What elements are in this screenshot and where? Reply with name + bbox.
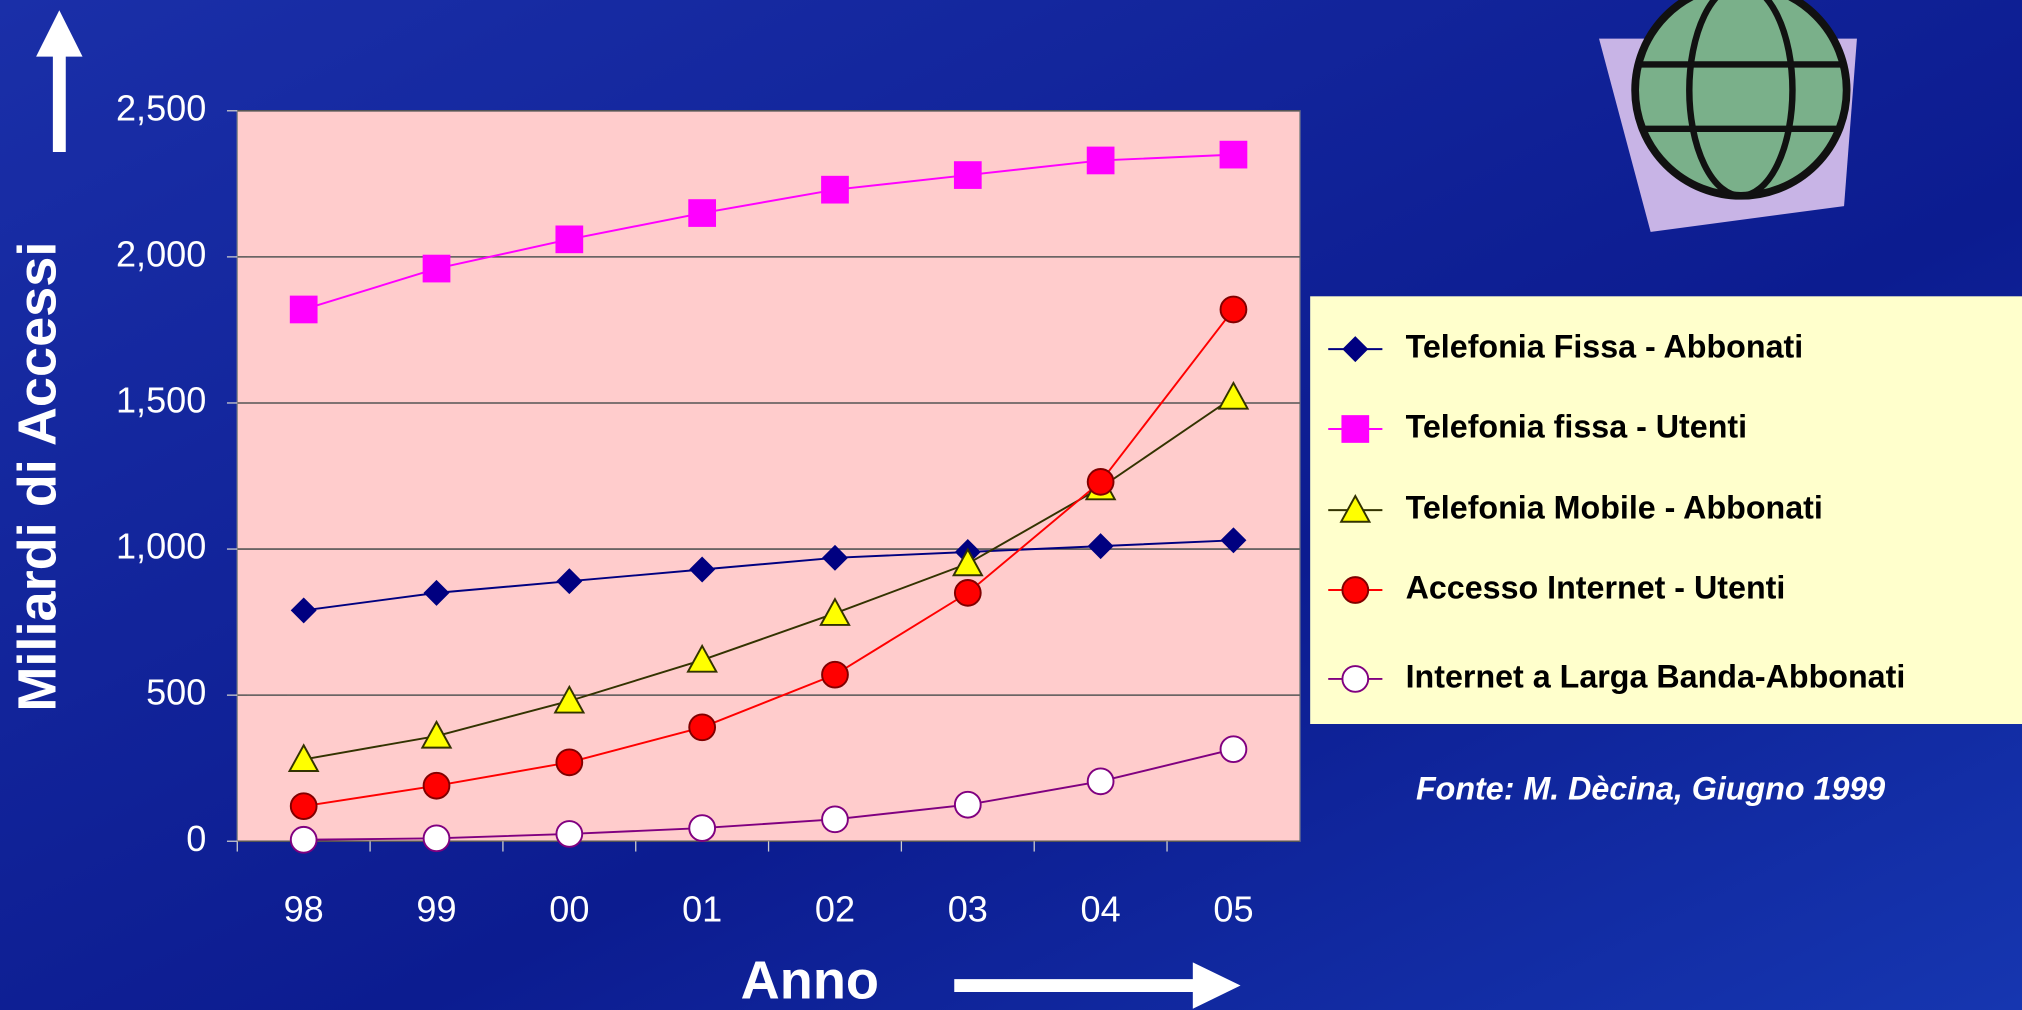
data-point <box>1219 140 1248 169</box>
data-point <box>822 544 848 571</box>
data-point <box>555 225 584 254</box>
data-point <box>821 175 849 204</box>
y-tick-label: 2,500 <box>116 87 206 128</box>
data-point <box>1219 735 1248 764</box>
data-point <box>422 254 451 283</box>
data-point <box>953 579 982 607</box>
data-point <box>953 161 982 189</box>
data-point <box>686 643 718 673</box>
legend-label: Internet a Larga Banda-Abbonati <box>1406 658 1906 694</box>
data-point <box>556 568 583 595</box>
data-point <box>1086 767 1115 796</box>
legend-marker <box>1341 576 1370 604</box>
data-point <box>420 719 453 749</box>
x-tick-label: 03 <box>948 889 988 930</box>
data-point <box>819 597 851 626</box>
data-point <box>287 743 320 772</box>
data-point <box>689 556 716 583</box>
globe-icon <box>1599 0 1857 232</box>
y-tick-label: 1,000 <box>116 526 206 567</box>
data-point <box>688 199 717 227</box>
y-tick-label: 500 <box>146 672 206 713</box>
data-point <box>1217 380 1250 410</box>
grid <box>237 110 1300 843</box>
legend-label: Telefonia fissa - Utenti <box>1406 409 1748 445</box>
data-point <box>422 771 451 800</box>
data-point <box>1219 295 1248 324</box>
data-point <box>951 547 984 577</box>
legend-box <box>1310 296 2022 725</box>
data-point <box>1220 527 1247 554</box>
y-tick-label: 2,000 <box>116 233 206 274</box>
data-point <box>289 792 318 821</box>
y-axis-title: Miliardi di Accessi <box>8 242 68 712</box>
legend-marker <box>1341 665 1370 693</box>
legend-label: Accesso Internet - Utenti <box>1406 570 1786 606</box>
data-point <box>422 824 451 853</box>
data-point <box>289 825 318 854</box>
x-tick-label: 99 <box>416 889 456 930</box>
x-tick-label: 02 <box>815 889 855 930</box>
series-line <box>303 308 1235 808</box>
x-tick-label: 01 <box>682 889 722 930</box>
data-point <box>555 748 584 777</box>
x-axis-title: Anno <box>741 951 879 1010</box>
series-line <box>303 539 1234 612</box>
data-point <box>555 820 584 848</box>
source-note: Fonte: M. Dècina, Giugno 1999 <box>1416 771 1885 807</box>
data-point <box>289 295 318 324</box>
axis-arrows <box>36 10 1241 1009</box>
x-tick-label: 04 <box>1081 889 1121 930</box>
data-point <box>1087 533 1114 560</box>
data-point <box>423 579 450 606</box>
series-line <box>303 748 1234 841</box>
series-line <box>303 153 1234 311</box>
legend-marker <box>1342 336 1369 363</box>
legend-marker <box>1339 493 1372 523</box>
data-point <box>553 684 586 714</box>
data-point <box>821 805 849 834</box>
data-point <box>821 660 849 689</box>
legend-label: Telefonia Fissa - Abbonati <box>1406 329 1804 365</box>
data-point <box>1086 468 1115 496</box>
x-tick-label: 98 <box>284 889 324 930</box>
legend-label: Telefonia Mobile - Abbonati <box>1406 490 1823 526</box>
data-point <box>290 597 317 624</box>
data-point <box>953 790 982 819</box>
x-tick-label: 05 <box>1213 889 1253 930</box>
x-tick-label: 00 <box>549 889 589 930</box>
y-tick-label: 1,500 <box>116 380 206 421</box>
y-tick-label: 0 <box>186 818 206 859</box>
data-point <box>688 814 717 842</box>
legend-marker <box>1341 415 1370 443</box>
plot-area <box>236 110 1301 842</box>
data-point <box>688 713 717 742</box>
data-point <box>1086 146 1115 175</box>
